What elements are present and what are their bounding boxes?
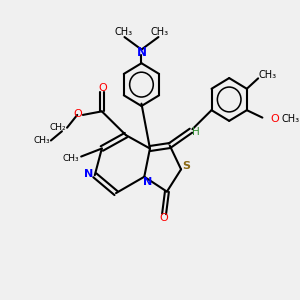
- Text: H: H: [192, 127, 200, 137]
- Text: CH₃: CH₃: [62, 154, 79, 163]
- Text: N: N: [84, 169, 93, 179]
- Text: N: N: [143, 177, 152, 187]
- Text: N: N: [136, 46, 146, 59]
- Text: O: O: [98, 83, 107, 93]
- Text: CH₃: CH₃: [282, 114, 300, 124]
- Text: O: O: [271, 114, 280, 124]
- Text: CH₃: CH₃: [259, 70, 277, 80]
- Text: CH₃: CH₃: [34, 136, 50, 145]
- Text: O: O: [74, 109, 82, 119]
- Text: CH₃: CH₃: [151, 27, 169, 37]
- Text: CH₂: CH₂: [50, 123, 66, 132]
- Text: CH₃: CH₃: [114, 27, 132, 37]
- Text: S: S: [182, 161, 190, 171]
- Text: O: O: [160, 213, 169, 223]
